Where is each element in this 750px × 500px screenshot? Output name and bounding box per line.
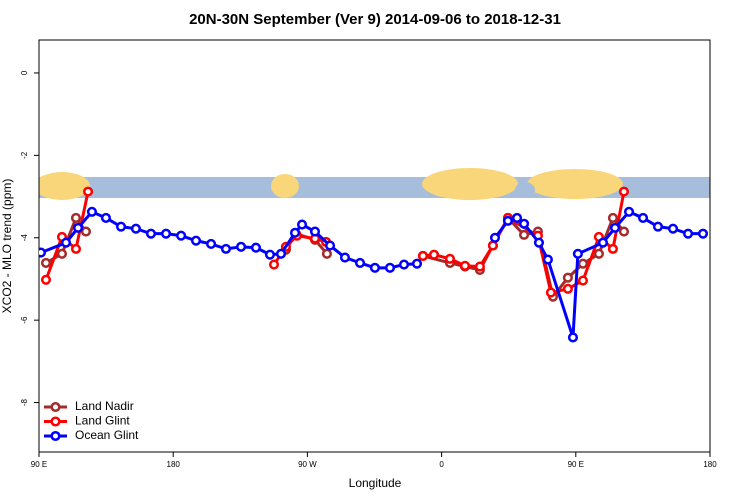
legend-marker xyxy=(50,430,61,442)
point xyxy=(176,230,187,241)
point xyxy=(73,222,84,233)
point xyxy=(444,253,456,264)
point xyxy=(100,212,112,224)
point xyxy=(40,257,52,268)
point xyxy=(384,262,396,273)
point xyxy=(296,219,308,230)
y-axis-label: XCO2 - MLO trend (ppm) xyxy=(0,179,14,314)
point xyxy=(321,248,332,259)
x-tick-label: 180 xyxy=(167,460,181,469)
legend-marker xyxy=(50,401,61,413)
point xyxy=(519,229,530,240)
point xyxy=(268,259,280,270)
y-tick-label: -2 xyxy=(20,151,29,159)
point xyxy=(56,248,68,259)
y-tick-label: -4 xyxy=(20,234,29,242)
point xyxy=(609,222,621,233)
point xyxy=(607,243,618,254)
point xyxy=(235,241,247,252)
point xyxy=(398,259,410,270)
point xyxy=(206,238,217,249)
point xyxy=(39,247,46,258)
legend-label: Ocean Glint xyxy=(75,428,139,442)
point xyxy=(145,228,157,239)
legend-marker xyxy=(50,416,61,427)
point xyxy=(160,228,172,239)
point xyxy=(417,250,429,261)
point xyxy=(70,212,82,224)
point xyxy=(618,186,630,197)
point xyxy=(411,258,423,269)
point xyxy=(667,223,679,234)
point xyxy=(474,261,485,272)
point xyxy=(519,218,530,229)
point xyxy=(637,212,649,224)
point xyxy=(86,206,97,217)
point xyxy=(697,228,709,239)
point xyxy=(70,243,82,254)
point xyxy=(339,252,351,263)
point xyxy=(533,237,545,248)
point xyxy=(354,257,366,268)
point xyxy=(607,212,618,224)
y-tick-label: 0 xyxy=(20,70,29,75)
point xyxy=(264,249,276,260)
point xyxy=(502,215,514,226)
point xyxy=(489,232,501,243)
point xyxy=(83,186,94,197)
point xyxy=(325,240,336,251)
point xyxy=(542,254,553,265)
y-tick-label: -8 xyxy=(20,398,29,406)
point xyxy=(487,240,498,251)
point xyxy=(597,237,608,248)
point xyxy=(289,227,301,238)
point xyxy=(512,212,523,224)
x-tick-label: 180 xyxy=(703,460,717,469)
legend-label: Land Nadir xyxy=(75,399,134,413)
point xyxy=(130,223,141,234)
point xyxy=(562,283,573,294)
point xyxy=(567,332,579,343)
series-group xyxy=(39,186,709,343)
map-band xyxy=(39,168,710,200)
point xyxy=(577,275,589,286)
point xyxy=(562,272,573,283)
point xyxy=(115,221,127,232)
point xyxy=(683,228,694,239)
point xyxy=(545,287,556,298)
y-tick-label: -6 xyxy=(20,316,29,324)
point xyxy=(275,248,287,259)
point xyxy=(652,221,664,232)
x-tick-label: 0 xyxy=(439,460,444,469)
x-tick-label: 90 E xyxy=(568,460,584,469)
point xyxy=(572,248,583,259)
legend-label: Land Glint xyxy=(75,414,130,428)
point xyxy=(80,226,92,237)
point xyxy=(309,226,321,237)
point xyxy=(623,206,635,217)
point xyxy=(428,249,440,260)
chart-title: 20N-30N September (Ver 9) 2014-09-06 to … xyxy=(189,11,561,28)
point xyxy=(60,237,72,248)
point xyxy=(459,260,471,271)
x-tick-label: 90 E xyxy=(31,460,47,469)
point xyxy=(40,274,52,285)
point xyxy=(190,235,202,246)
point xyxy=(369,262,380,273)
x-axis-label: Longitude xyxy=(349,476,402,490)
point xyxy=(220,243,232,254)
point xyxy=(250,242,262,253)
point xyxy=(618,226,630,237)
plot-frame xyxy=(38,39,711,453)
point xyxy=(577,258,589,269)
x-tick-label: 90 W xyxy=(298,460,317,469)
point xyxy=(593,248,604,259)
